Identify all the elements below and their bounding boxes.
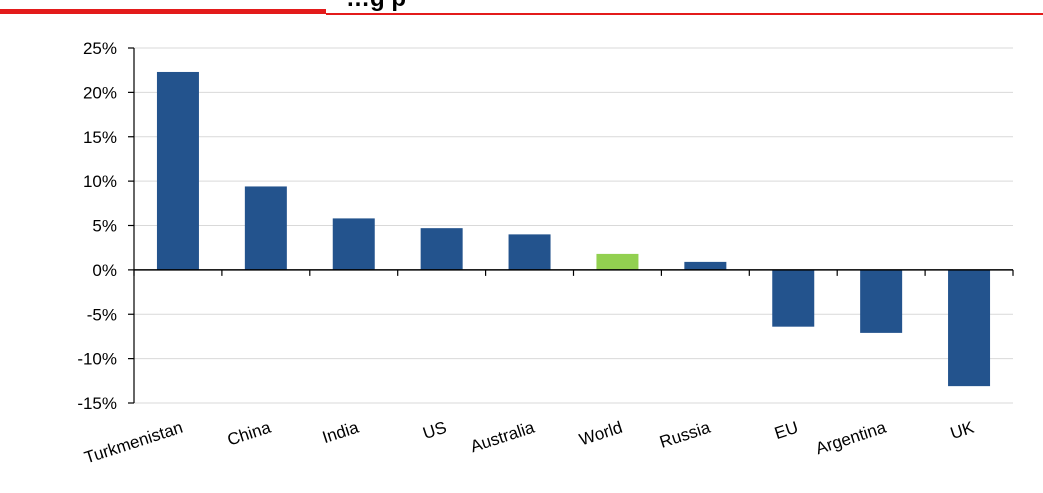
x-axis-labels: Turkmenistan China India US Australia World Ru… bbox=[82, 418, 977, 468]
x-category-label: India bbox=[320, 418, 361, 448]
header-rule-thin bbox=[326, 13, 1043, 15]
y-tick-label: -15% bbox=[77, 394, 117, 413]
x-category-label: Argentina bbox=[813, 418, 889, 459]
x-category-label: Turkmenistan bbox=[82, 418, 185, 468]
y-axis-ticks: 25% 20% 15% 10% 5% 0% -5% -10% -15% bbox=[77, 39, 117, 413]
y-tick-label: 5% bbox=[92, 217, 117, 236]
bars bbox=[156, 71, 991, 387]
axes bbox=[128, 47, 1014, 404]
y-tick-label: 10% bbox=[83, 172, 117, 191]
y-tick-label: 15% bbox=[83, 128, 117, 147]
x-category-label: Russia bbox=[657, 418, 713, 452]
x-category-label: Australia bbox=[468, 418, 537, 457]
y-tick-label: 20% bbox=[83, 83, 117, 102]
bar-us bbox=[420, 228, 463, 270]
bar-world bbox=[596, 253, 639, 270]
x-category-label: World bbox=[577, 418, 625, 450]
x-category-label: China bbox=[225, 418, 274, 450]
x-category-label: UK bbox=[948, 418, 977, 444]
y-tick-label: 0% bbox=[92, 261, 117, 280]
bar-australia bbox=[508, 234, 551, 270]
y-tick-label: -5% bbox=[87, 305, 117, 324]
bar-russia bbox=[684, 261, 727, 270]
header-rule-thick bbox=[0, 9, 326, 14]
x-category-label: EU bbox=[772, 418, 800, 443]
bar-india bbox=[332, 218, 375, 270]
x-category-label: US bbox=[421, 418, 449, 443]
bar-uk bbox=[948, 269, 991, 387]
bar-eu bbox=[772, 269, 815, 327]
bar-turkmenistan bbox=[156, 71, 199, 270]
header: …g p bbox=[0, 0, 1043, 15]
bar-china bbox=[244, 186, 287, 270]
y-tick-label: 25% bbox=[83, 39, 117, 58]
y-tick-label: -10% bbox=[77, 350, 117, 369]
bar-argentina bbox=[860, 269, 903, 333]
chart-title: …g p bbox=[346, 0, 406, 12]
